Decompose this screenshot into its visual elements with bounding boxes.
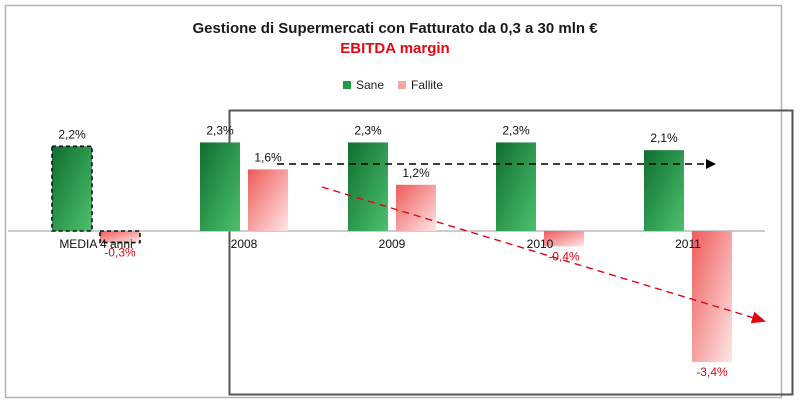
x-tick-label-0: MEDIA 4 anni [59,237,132,251]
data-label-fallite-0: -0,3% [104,246,136,260]
data-label-sane-1: 2,3% [206,123,234,137]
trend-arrow-red [321,186,766,324]
x-tick-label-4: 2011 [675,237,701,251]
x-tick-label-1: 2008 [231,237,258,251]
data-label-sane-0: 2,2% [58,127,86,141]
bar-sane-4 [644,150,684,231]
bar-fallite-1 [248,169,288,231]
legend-swatch-sane [343,81,351,89]
legend-item-sane: Sane [343,78,384,92]
data-label-fallite-2: 1,2% [402,166,430,180]
data-label-sane-4: 2,1% [650,131,678,145]
bar-fallite-3 [544,231,584,247]
bar-sane-0 [51,145,93,232]
x-tick-label-2: 2009 [379,237,406,251]
data-label-fallite-1: 1,6% [254,150,282,164]
data-label-fallite-3: -0,4% [548,249,580,263]
legend-swatch-fallite [398,81,407,89]
legend: Sane Fallite [343,78,457,92]
bar-sane-1 [200,142,240,231]
bar-sane-2 [348,142,388,231]
chart-subtitle: EBITDA margin [340,40,450,57]
x-tick-label-3: 2010 [527,237,554,251]
highlight-frame [228,109,794,396]
legend-label-sane: Sane [356,78,385,92]
data-label-sane-2: 2,3% [354,123,382,137]
outer-frame [4,4,783,399]
bar-sane-3 [496,142,536,231]
bar-fallite-0 [99,230,141,244]
data-label-sane-3: 2,3% [502,123,530,137]
chart-title: Gestione di Supermercati con Fatturato d… [192,20,598,37]
legend-item-fallite: Fallite [398,78,443,92]
bar-fallite-2 [396,184,436,231]
bar-fallite-4 [692,231,732,362]
legend-label-fallite: Fallite [411,78,444,92]
data-label-fallite-4: -3,4% [696,365,728,379]
